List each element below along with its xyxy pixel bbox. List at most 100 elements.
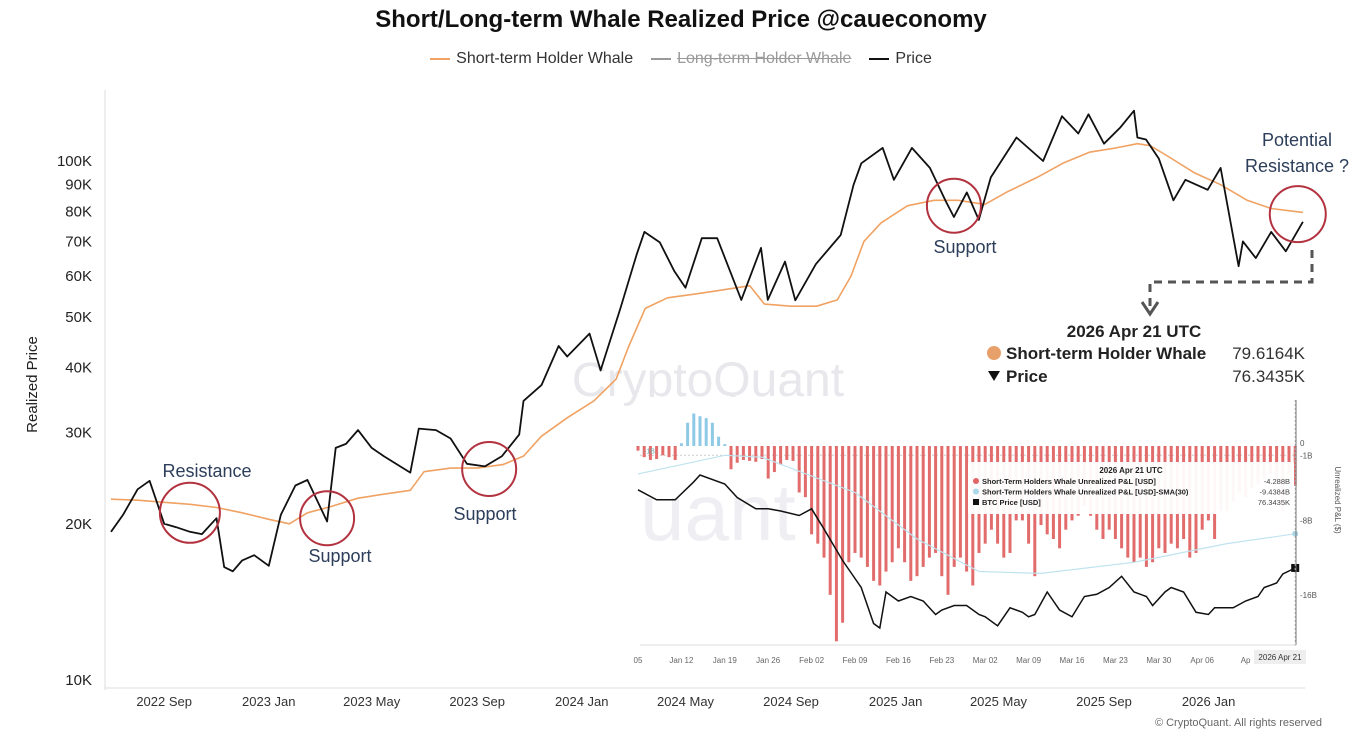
inset-y-tick-label: 0 [1300, 439, 1305, 448]
inset-tooltip-label: BTC Price [USD] [982, 498, 1041, 507]
y-tick-label: 60K [65, 268, 92, 285]
inset-tooltip-box [968, 462, 1294, 514]
y-tick-label: 70K [65, 233, 92, 250]
inset-pnl-bar [648, 446, 652, 460]
y-tick-label: 80K [65, 203, 92, 220]
series-line-short-term-holder-whale [110, 142, 1303, 525]
inset-pnl-bar [1268, 446, 1272, 474]
inset-x-tick-label: Ap [1241, 656, 1251, 665]
inset-pnl-bar [686, 422, 690, 446]
inset-pnl-bar [946, 446, 950, 595]
inset-pnl-bar [965, 446, 969, 572]
inset-y-tick-label: -1B [1300, 451, 1312, 460]
tooltip-value: 79.6164K [1232, 344, 1305, 363]
x-tick-label: 2022 Sep [136, 694, 192, 709]
x-tick-label: 2025 May [970, 694, 1028, 709]
inset-pnl-bar [772, 446, 776, 473]
inset-pnl-bar [847, 446, 851, 563]
x-tick-label: 2025 Sep [1076, 694, 1132, 709]
inset-pnl-bar [673, 446, 677, 460]
inset-pnl-bar [884, 446, 888, 572]
inset-pnl-bar [760, 446, 764, 460]
annotation-label: Resistance [162, 461, 251, 481]
inset-pnl-bar [841, 446, 845, 623]
inset-x-tick-label: Apr 06 [1190, 656, 1214, 665]
tooltip-label: Short-term Holder Whale [1006, 344, 1206, 363]
annotation-circle [925, 177, 982, 234]
inset-x-tick-label: Mar 23 [1103, 656, 1128, 665]
inset-x-tick-label: Mar 09 [1016, 656, 1041, 665]
inset-x-tick-label: 05 [634, 656, 643, 665]
tooltip-date: 2026 Apr 21 UTC [1067, 322, 1201, 341]
annotation-label: Support [308, 546, 371, 566]
arrow-head-icon [1140, 301, 1160, 317]
inset-chart: uant 0 -1B -8B -16B -1B Unrealized P&L ($) 05 Ja… [634, 397, 1342, 669]
inset-pnl-bar [748, 446, 752, 461]
inset-x-tick-label: Mar 16 [1060, 656, 1085, 665]
annotation-circle [299, 490, 356, 547]
y-tick-label: 90K [65, 177, 92, 194]
legend-swatch [869, 58, 890, 60]
legend-item-short-term[interactable]: Short-term Holder Whale [430, 50, 633, 68]
inset-price-marker [1291, 563, 1300, 572]
inset-price-line [637, 474, 1296, 630]
inset-x-tick-label: Jan 19 [713, 656, 738, 665]
chart-title: Short/Long-term Whale Realized Price @ca… [375, 6, 987, 33]
y-tick-label: 100K [57, 153, 92, 170]
inset-tooltip-marker-icon [973, 488, 979, 495]
inset-x-tick-label: Feb 09 [843, 656, 868, 665]
inset-pnl-bar [816, 446, 820, 544]
legend-label: Short-term Holder Whale [456, 50, 634, 67]
inset-pnl-bar [785, 446, 789, 460]
inset-tooltip-label: Short-Term Holders Whale Unrealized P&L … [982, 488, 1189, 497]
tooltip-label: Price [1006, 367, 1048, 386]
tooltip-triangle-marker-icon [988, 371, 1000, 381]
inset-tooltip-value: -4.288B [1264, 477, 1290, 486]
inset-pnl-bar [971, 446, 975, 586]
y-tick-label: 50K [65, 309, 92, 326]
inset-pnl-bar [810, 446, 814, 535]
inset-pnl-bar [903, 446, 907, 563]
inset-pnl-bar [791, 446, 795, 461]
inset-pnl-bar [909, 446, 913, 581]
inset-pnl-bar [723, 444, 727, 446]
annotation-label: Support [453, 504, 516, 524]
inset-date-box [1254, 650, 1306, 664]
inset-x-tick-label: Jan 26 [756, 656, 781, 665]
inset-tooltip-marker-icon [973, 499, 979, 505]
inset-pnl-bar [766, 446, 770, 479]
inset-x-tick-label: Feb 16 [886, 656, 911, 665]
inset-pnl-bar [698, 416, 702, 446]
y-tick-label: 40K [65, 360, 92, 377]
inset-left-tick-label: -1B [644, 448, 655, 455]
inset-pnl-bar [667, 446, 671, 458]
inset-pnl-bar [655, 446, 659, 460]
x-tick-label: 2026 Jan [1182, 694, 1236, 709]
legend-item-price[interactable]: Price [869, 50, 932, 68]
legend-item-long-term[interactable]: Long-term Holder Whale [651, 50, 851, 68]
inset-y-tick-label: -8B [1300, 516, 1312, 525]
inset-pnl-bar [934, 446, 938, 553]
series-line-price [110, 109, 1304, 573]
inset-background [640, 397, 1302, 669]
inset-pnl-bar [859, 446, 863, 558]
legend-label: Price [895, 50, 932, 67]
inset-pnl-bar [822, 446, 826, 558]
inset-x-tick-label: Mar 30 [1146, 656, 1171, 665]
inset-tooltip-value: 76.3435K [1258, 498, 1290, 507]
annotation-circle [158, 481, 221, 544]
inset-pnl-bar [890, 446, 894, 563]
inset-pnl-bar [692, 413, 696, 446]
inset-pnl-bar [704, 418, 708, 446]
inset-pnl-bar [710, 422, 714, 446]
inset-pnl-bar [803, 446, 807, 498]
inset-tooltip-date: 2026 Apr 21 UTC [1099, 466, 1163, 475]
inset-pnl-bar [915, 446, 919, 577]
x-tick-label: 2024 Sep [763, 694, 819, 709]
inset-pnl-bar [834, 446, 838, 642]
inset-pnl-bar [642, 446, 646, 458]
inset-watermark: uant [640, 468, 796, 557]
legend: Short-term Holder Whale Long-term Holder… [0, 50, 1362, 68]
annotation-circle [461, 441, 518, 498]
inset-pnl-bar [828, 446, 832, 595]
